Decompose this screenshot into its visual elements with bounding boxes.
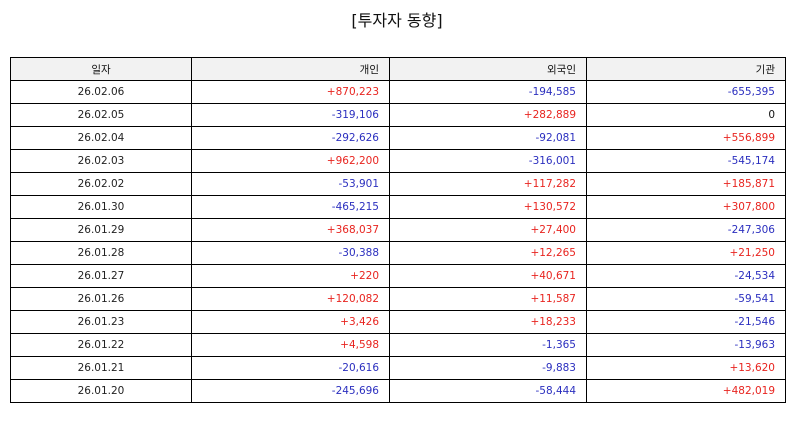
table-row: 26.01.29 +368,037 +27,400 -247,306 — [10, 218, 786, 242]
cell-individual: +220 — [191, 264, 390, 288]
cell-foreign: +18,233 — [389, 310, 587, 334]
cell-individual: +368,037 — [191, 218, 390, 242]
cell-foreign: -194,585 — [389, 80, 587, 104]
table-row: 26.01.22 +4,598 -1,365 -13,963 — [10, 333, 786, 357]
cell-date: 26.01.22 — [10, 333, 192, 357]
cell-institution: +13,620 — [586, 356, 786, 380]
table-row: 26.01.20 -245,696 -58,444 +482,019 — [10, 379, 786, 403]
cell-foreign: +282,889 — [389, 103, 587, 127]
table-row: 26.01.21 -20,616 -9,883 +13,620 — [10, 356, 786, 380]
investor-trend-table: 일자 개인 외국인 기관 26.02.06 +870,223 -194,585 -65… — [10, 57, 786, 403]
header-date: 일자 — [10, 57, 192, 81]
cell-individual: +962,200 — [191, 149, 390, 173]
cell-date: 26.02.03 — [10, 149, 192, 173]
cell-foreign: +40,671 — [389, 264, 587, 288]
cell-institution: -13,963 — [586, 333, 786, 357]
cell-date: 26.01.28 — [10, 241, 192, 265]
header-individual: 개인 — [191, 57, 390, 81]
cell-date: 26.02.04 — [10, 126, 192, 150]
cell-institution: +482,019 — [586, 379, 786, 403]
cell-date: 26.01.27 — [10, 264, 192, 288]
table-row: 26.02.04 -292,626 -92,081 +556,899 — [10, 126, 786, 150]
cell-institution: +556,899 — [586, 126, 786, 150]
table-row: 26.02.02 -53,901 +117,282 +185,871 — [10, 172, 786, 196]
cell-individual: -30,388 — [191, 241, 390, 265]
table-header-row: 일자 개인 외국인 기관 — [10, 57, 786, 81]
cell-date: 26.02.06 — [10, 80, 192, 104]
cell-individual: +870,223 — [191, 80, 390, 104]
cell-date: 26.01.20 — [10, 379, 192, 403]
cell-institution: 0 — [586, 103, 786, 127]
cell-date: 26.01.23 — [10, 310, 192, 334]
table-row: 26.01.30 -465,215 +130,572 +307,800 — [10, 195, 786, 219]
cell-institution: -24,534 — [586, 264, 786, 288]
cell-foreign: +130,572 — [389, 195, 587, 219]
page-title: [투자자 동향] — [351, 11, 443, 30]
cell-institution: +307,800 — [586, 195, 786, 219]
cell-date: 26.01.30 — [10, 195, 192, 219]
cell-institution: +21,250 — [586, 241, 786, 265]
cell-institution: -545,174 — [586, 149, 786, 173]
cell-date: 26.01.29 — [10, 218, 192, 242]
cell-foreign: -9,883 — [389, 356, 587, 380]
table-body: 26.02.06 +870,223 -194,585 -655,395 26.02.05… — [10, 80, 786, 403]
table-row: 26.01.26 +120,082 +11,587 -59,541 — [10, 287, 786, 311]
cell-foreign: +11,587 — [389, 287, 587, 311]
cell-foreign: -58,444 — [389, 379, 587, 403]
table-row: 26.01.27 +220 +40,671 -24,534 — [10, 264, 786, 288]
cell-individual: -53,901 — [191, 172, 390, 196]
cell-date: 26.01.21 — [10, 356, 192, 380]
cell-institution: -655,395 — [586, 80, 786, 104]
cell-individual: -465,215 — [191, 195, 390, 219]
header-foreign: 외국인 — [389, 57, 587, 81]
cell-date: 26.02.02 — [10, 172, 192, 196]
cell-foreign: -92,081 — [389, 126, 587, 150]
cell-foreign: -1,365 — [389, 333, 587, 357]
cell-institution: -59,541 — [586, 287, 786, 311]
cell-individual: +120,082 — [191, 287, 390, 311]
cell-individual: -292,626 — [191, 126, 390, 150]
cell-foreign: +12,265 — [389, 241, 587, 265]
table-row: 26.01.23 +3,426 +18,233 -21,546 — [10, 310, 786, 334]
cell-foreign: -316,001 — [389, 149, 587, 173]
cell-individual: -20,616 — [191, 356, 390, 380]
cell-individual: -245,696 — [191, 379, 390, 403]
cell-institution: +185,871 — [586, 172, 786, 196]
cell-individual: +3,426 — [191, 310, 390, 334]
cell-institution: -247,306 — [586, 218, 786, 242]
table-row: 26.02.06 +870,223 -194,585 -655,395 — [10, 80, 786, 104]
cell-date: 26.01.26 — [10, 287, 192, 311]
cell-individual: +4,598 — [191, 333, 390, 357]
cell-foreign: +117,282 — [389, 172, 587, 196]
table-row: 26.02.05 -319,106 +282,889 0 — [10, 103, 786, 127]
header-institution: 기관 — [586, 57, 786, 81]
cell-institution: -21,546 — [586, 310, 786, 334]
table-row: 26.02.03 +962,200 -316,001 -545,174 — [10, 149, 786, 173]
table-row: 26.01.28 -30,388 +12,265 +21,250 — [10, 241, 786, 265]
cell-foreign: +27,400 — [389, 218, 587, 242]
cell-date: 26.02.05 — [10, 103, 192, 127]
cell-individual: -319,106 — [191, 103, 390, 127]
